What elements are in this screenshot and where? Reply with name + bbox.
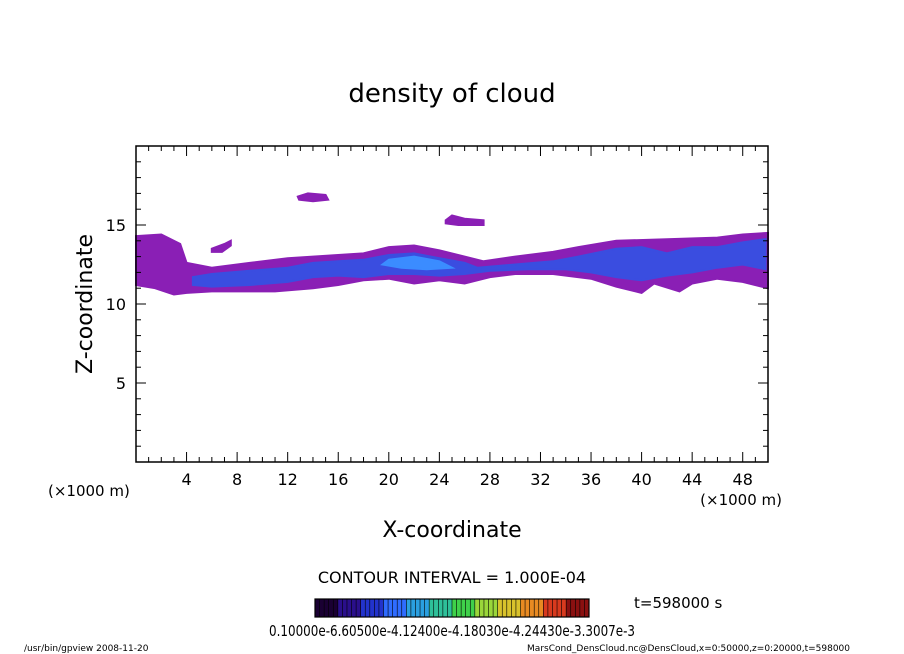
colorbar-cell	[520, 599, 526, 617]
contour-region-isolated-b	[444, 214, 485, 226]
contour-layers	[135, 192, 769, 296]
colorbar-cell	[365, 599, 371, 617]
colorbar-cell	[406, 599, 412, 617]
colorbar-cell	[397, 599, 403, 617]
colorbar-cell	[433, 599, 439, 617]
colorbar-cell	[497, 599, 503, 617]
colorbar-cell	[547, 599, 553, 617]
x-tick-label: 20	[379, 470, 399, 489]
colorbar-cell	[319, 599, 325, 617]
contour-region-isolated-c	[210, 239, 232, 253]
colorbar-cell	[456, 599, 462, 617]
colorbar-labels: 0.10000e-6.60500e-4.12400e-4.18030e-4.24…	[269, 622, 635, 640]
colorbar-cell	[424, 599, 430, 617]
colorbar-cell	[543, 599, 549, 617]
colorbar-cell	[420, 599, 426, 617]
colorbar-cell	[529, 599, 535, 617]
colorbar-cell	[351, 599, 357, 617]
colorbar-cell	[538, 599, 544, 617]
colorbar-cell	[525, 599, 531, 617]
colorbar-cell	[461, 599, 467, 617]
colorbar-cell	[570, 599, 576, 617]
colorbar-cell	[328, 599, 334, 617]
colorbar-cell	[515, 599, 521, 617]
colorbar-cell	[333, 599, 339, 617]
x-tick-label: 8	[232, 470, 242, 489]
y-tick-label: 5	[116, 374, 126, 393]
colorbar-cell	[337, 599, 343, 617]
colorbar-cell	[470, 599, 476, 617]
colorbar-cell	[438, 599, 444, 617]
colorbar-cell	[429, 599, 435, 617]
x-tick-label: 40	[631, 470, 651, 489]
x-tick-label: 44	[682, 470, 702, 489]
x-axis-label: X-coordinate	[382, 518, 521, 543]
colorbar	[314, 599, 590, 617]
footer-left: /usr/bin/gpview 2008-11-20	[24, 644, 149, 654]
colorbar-cell	[561, 599, 567, 617]
colorbar-cell	[388, 599, 394, 617]
colorbar-cell	[374, 599, 380, 617]
x-tick-label: 48	[733, 470, 753, 489]
colorbar-cell	[346, 599, 353, 617]
x-unit-left: (×1000 m)	[48, 482, 130, 500]
colorbar-cell	[465, 599, 471, 617]
colorbar-cell	[566, 599, 572, 617]
colorbar-cell	[447, 599, 453, 617]
y-tick-label: 15	[106, 216, 126, 235]
colorbar-cell	[479, 599, 485, 617]
footer-right: MarsCond_DensCloud.nc@DensCloud,x=0:5000…	[527, 644, 850, 654]
colorbar-cell	[324, 599, 330, 617]
colorbar-cell	[410, 599, 416, 617]
colorbar-cell	[415, 599, 421, 617]
colorbar-cell	[383, 599, 389, 617]
colorbar-cell	[502, 599, 508, 617]
x-tick-label: 28	[480, 470, 500, 489]
colorbar-cell	[511, 599, 517, 617]
colorbar-cell	[584, 599, 590, 617]
x-tick-label: 4	[181, 470, 191, 489]
colorbar-cell	[342, 599, 348, 617]
colorbar-cell	[506, 599, 512, 617]
colorbar-cell	[392, 599, 398, 617]
chart-title: density of cloud	[348, 79, 555, 109]
x-tick-label: 36	[581, 470, 601, 489]
contour-interval-text: CONTOUR INTERVAL = 1.000E-04	[318, 568, 586, 587]
colorbar-cell	[360, 599, 366, 617]
y-axis-label: Z-coordinate	[73, 234, 98, 374]
plot-frame	[135, 145, 769, 463]
contour-region-inner	[191, 238, 767, 288]
colorbar-cell	[474, 599, 480, 617]
x-unit-right: (×1000 m)	[700, 491, 782, 509]
y-tick-label: 10	[106, 295, 126, 314]
colorbar-cell	[575, 599, 581, 617]
x-tick-label: 16	[328, 470, 348, 489]
colorbar-cell	[369, 599, 375, 617]
colorbar-cell	[483, 599, 490, 617]
colorbar-cell	[356, 599, 362, 617]
colorbar-cell	[488, 599, 494, 617]
contour-region-core	[380, 255, 456, 271]
colorbar-cell	[315, 599, 321, 617]
colorbar-cell	[579, 599, 585, 617]
colorbar-cell	[557, 599, 563, 617]
colorbar-frame	[314, 598, 590, 618]
x-tick-label: 24	[429, 470, 449, 489]
colorbar-cell	[534, 599, 540, 617]
colorbar-cell	[401, 599, 407, 617]
contour-region-isolated-a	[296, 192, 330, 203]
x-tick-label: 32	[530, 470, 550, 489]
colorbar-cell	[378, 599, 384, 617]
colorbar-cell	[493, 599, 499, 617]
time-text: t=598000 s	[634, 594, 722, 612]
x-tick-label: 12	[278, 470, 298, 489]
colorbar-cell	[452, 599, 458, 617]
colorbar-cell	[442, 599, 448, 617]
axis-ticks	[135, 145, 769, 463]
colorbar-cell	[552, 599, 558, 617]
